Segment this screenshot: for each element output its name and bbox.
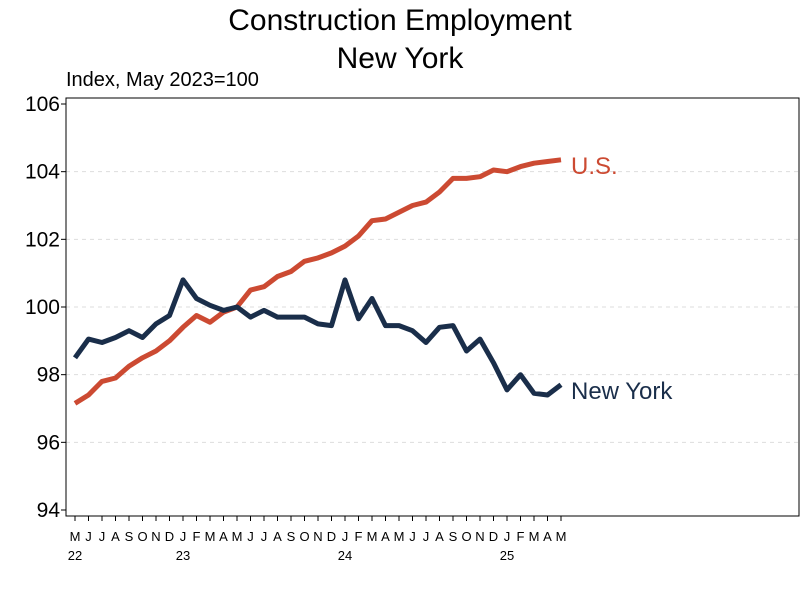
x-year-label-23: 23 [176, 548, 190, 563]
y-tick-label-104: 104 [25, 161, 60, 184]
y-tick-label-102: 102 [25, 228, 60, 251]
x-tick-label-13: J [247, 529, 254, 544]
x-tick-label-18: N [313, 529, 322, 544]
x-tick-label-22: M [367, 529, 378, 544]
series-line-new-york [72, 277, 563, 398]
x-year-label-22: 22 [68, 548, 82, 563]
x-tick-label-29: O [461, 529, 471, 544]
x-year-label-25: 25 [500, 548, 514, 563]
x-tick-label-23: A [381, 529, 390, 544]
x-tick-label-28: S [449, 529, 458, 544]
x-tick-label-2: J [99, 529, 106, 544]
x-tick-label-25: J [409, 529, 416, 544]
x-tick-label-11: A [219, 529, 228, 544]
x-tick-label-15: A [273, 529, 282, 544]
x-tick-label-10: M [205, 529, 216, 544]
x-tick-label-32: J [504, 529, 511, 544]
x-tick-label-6: N [151, 529, 160, 544]
x-tick-label-3: A [111, 529, 120, 544]
x-tick-label-30: N [475, 529, 484, 544]
x-tick-label-20: J [342, 529, 349, 544]
x-tick-label-16: S [287, 529, 296, 544]
x-tick-label-27: A [435, 529, 444, 544]
x-year-label-24: 24 [338, 548, 352, 563]
y-tick-label-98: 98 [37, 364, 60, 387]
x-tick-label-31: D [489, 529, 498, 544]
x-axis-ticks: M J J A S O N D J F M A M J J A S O N D J F M A M J J A S O N D J F M A M22 2… [68, 516, 567, 563]
chart-subtitle: New York [337, 42, 465, 75]
x-tick-label-24: M [394, 529, 405, 544]
y-axis-label: Index, May 2023=100 [66, 69, 259, 91]
chart-title: Construction Employment [228, 4, 572, 37]
x-tick-label-26: J [423, 529, 430, 544]
series-label-new-york: New York [571, 378, 673, 405]
x-tick-label-0: M [70, 529, 81, 544]
y-axis-ticks: 94 96 98 100 102 104 106 [25, 93, 66, 522]
x-tick-label-34: M [529, 529, 540, 544]
x-tick-label-14: J [261, 529, 268, 544]
x-tick-label-21: F [355, 529, 363, 544]
x-tick-label-4: S [125, 529, 134, 544]
y-tick-label-106: 106 [25, 93, 60, 116]
y-tick-label-96: 96 [37, 431, 60, 454]
series-line-u-s [73, 157, 562, 406]
y-tick-label-100: 100 [25, 296, 60, 319]
series-lines: U.S. New York [72, 153, 673, 406]
grid-lines [66, 171, 799, 443]
x-tick-label-17: O [299, 529, 309, 544]
x-tick-label-33: F [517, 529, 525, 544]
x-tick-label-1: J [85, 529, 92, 544]
y-tick-label-94: 94 [37, 499, 61, 522]
x-tick-label-8: J [180, 529, 187, 544]
x-tick-label-35: A [543, 529, 552, 544]
series-label-u-s: U.S. [571, 153, 618, 180]
x-tick-label-12: M [232, 529, 243, 544]
x-tick-label-9: F [193, 529, 201, 544]
plot-frame [65, 97, 800, 517]
x-tick-label-19: D [327, 529, 336, 544]
x-tick-label-5: O [137, 529, 147, 544]
x-tick-label-7: D [165, 529, 174, 544]
x-tick-label-36: M [556, 529, 567, 544]
